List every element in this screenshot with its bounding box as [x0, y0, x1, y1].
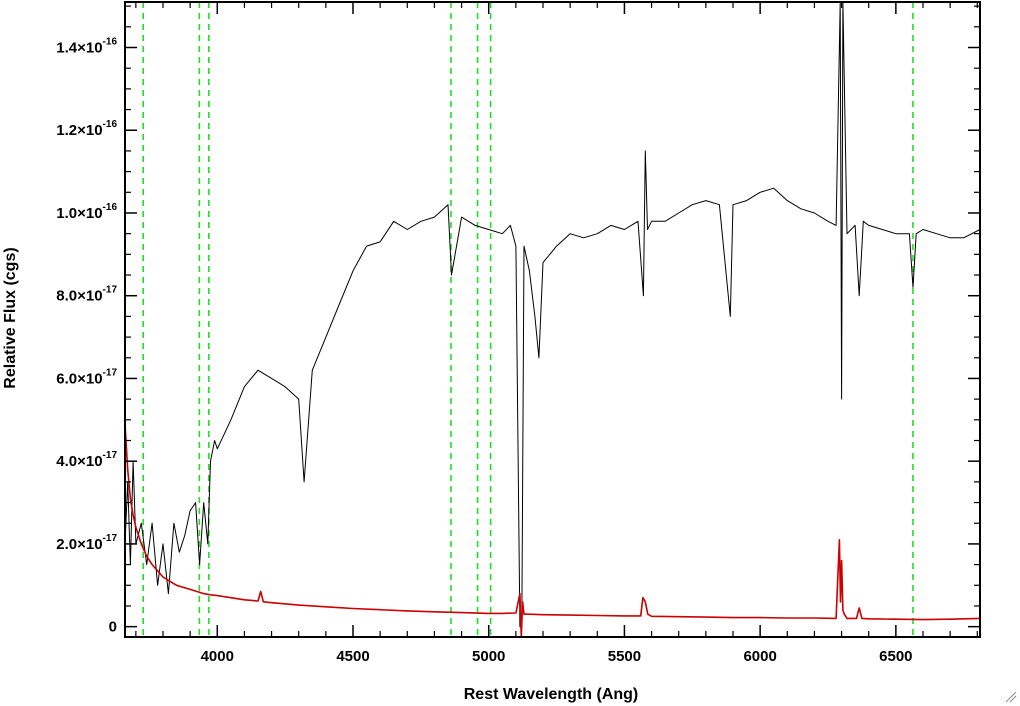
x-tick-label-1: 4500	[336, 648, 369, 665]
reference-lines	[142, 2, 914, 637]
x-tick-label-2: 5000	[472, 648, 505, 665]
x-tick-label-4: 6000	[743, 648, 776, 665]
y-tick-label-0: 0	[109, 619, 117, 636]
series-line-0	[124, 1, 981, 628]
resize-grip-icon[interactable]	[1005, 691, 1017, 703]
y-tick-label-6: 1.2×10-16	[56, 119, 117, 139]
y-tick-label-2: 4.0×10-17	[56, 450, 117, 470]
plot-border	[124, 1, 981, 638]
spectrum-series	[124, 1, 981, 638]
x-axis-title: Rest Wavelength (Ang)	[464, 686, 639, 703]
y-axis-ticks: 0 2.0×10-17 4.0×10-17 6.0×10-17 8.0×10-17 1.0…	[56, 5, 980, 636]
x-tick-label-3: 5500	[608, 648, 641, 665]
y-tick-label-3: 6.0×10-17	[56, 367, 117, 387]
x-tick-label-5: 6500	[879, 648, 912, 665]
x-tick-label-0: 4000	[201, 648, 234, 665]
series-line-1	[124, 423, 981, 638]
y-tick-label-1: 2.0×10-17	[56, 533, 117, 553]
x-axis-ticks: 4000 4500 5000 5500 6000 6500	[135, 2, 978, 665]
y-tick-label-4: 8.0×10-17	[56, 285, 117, 305]
y-axis-title: Relative Flux (cgs)	[2, 247, 19, 388]
y-tick-label-5: 1.0×10-16	[56, 202, 117, 222]
y-tick-label-7: 1.4×10-16	[56, 37, 117, 57]
plot-frame	[124, 1, 981, 638]
